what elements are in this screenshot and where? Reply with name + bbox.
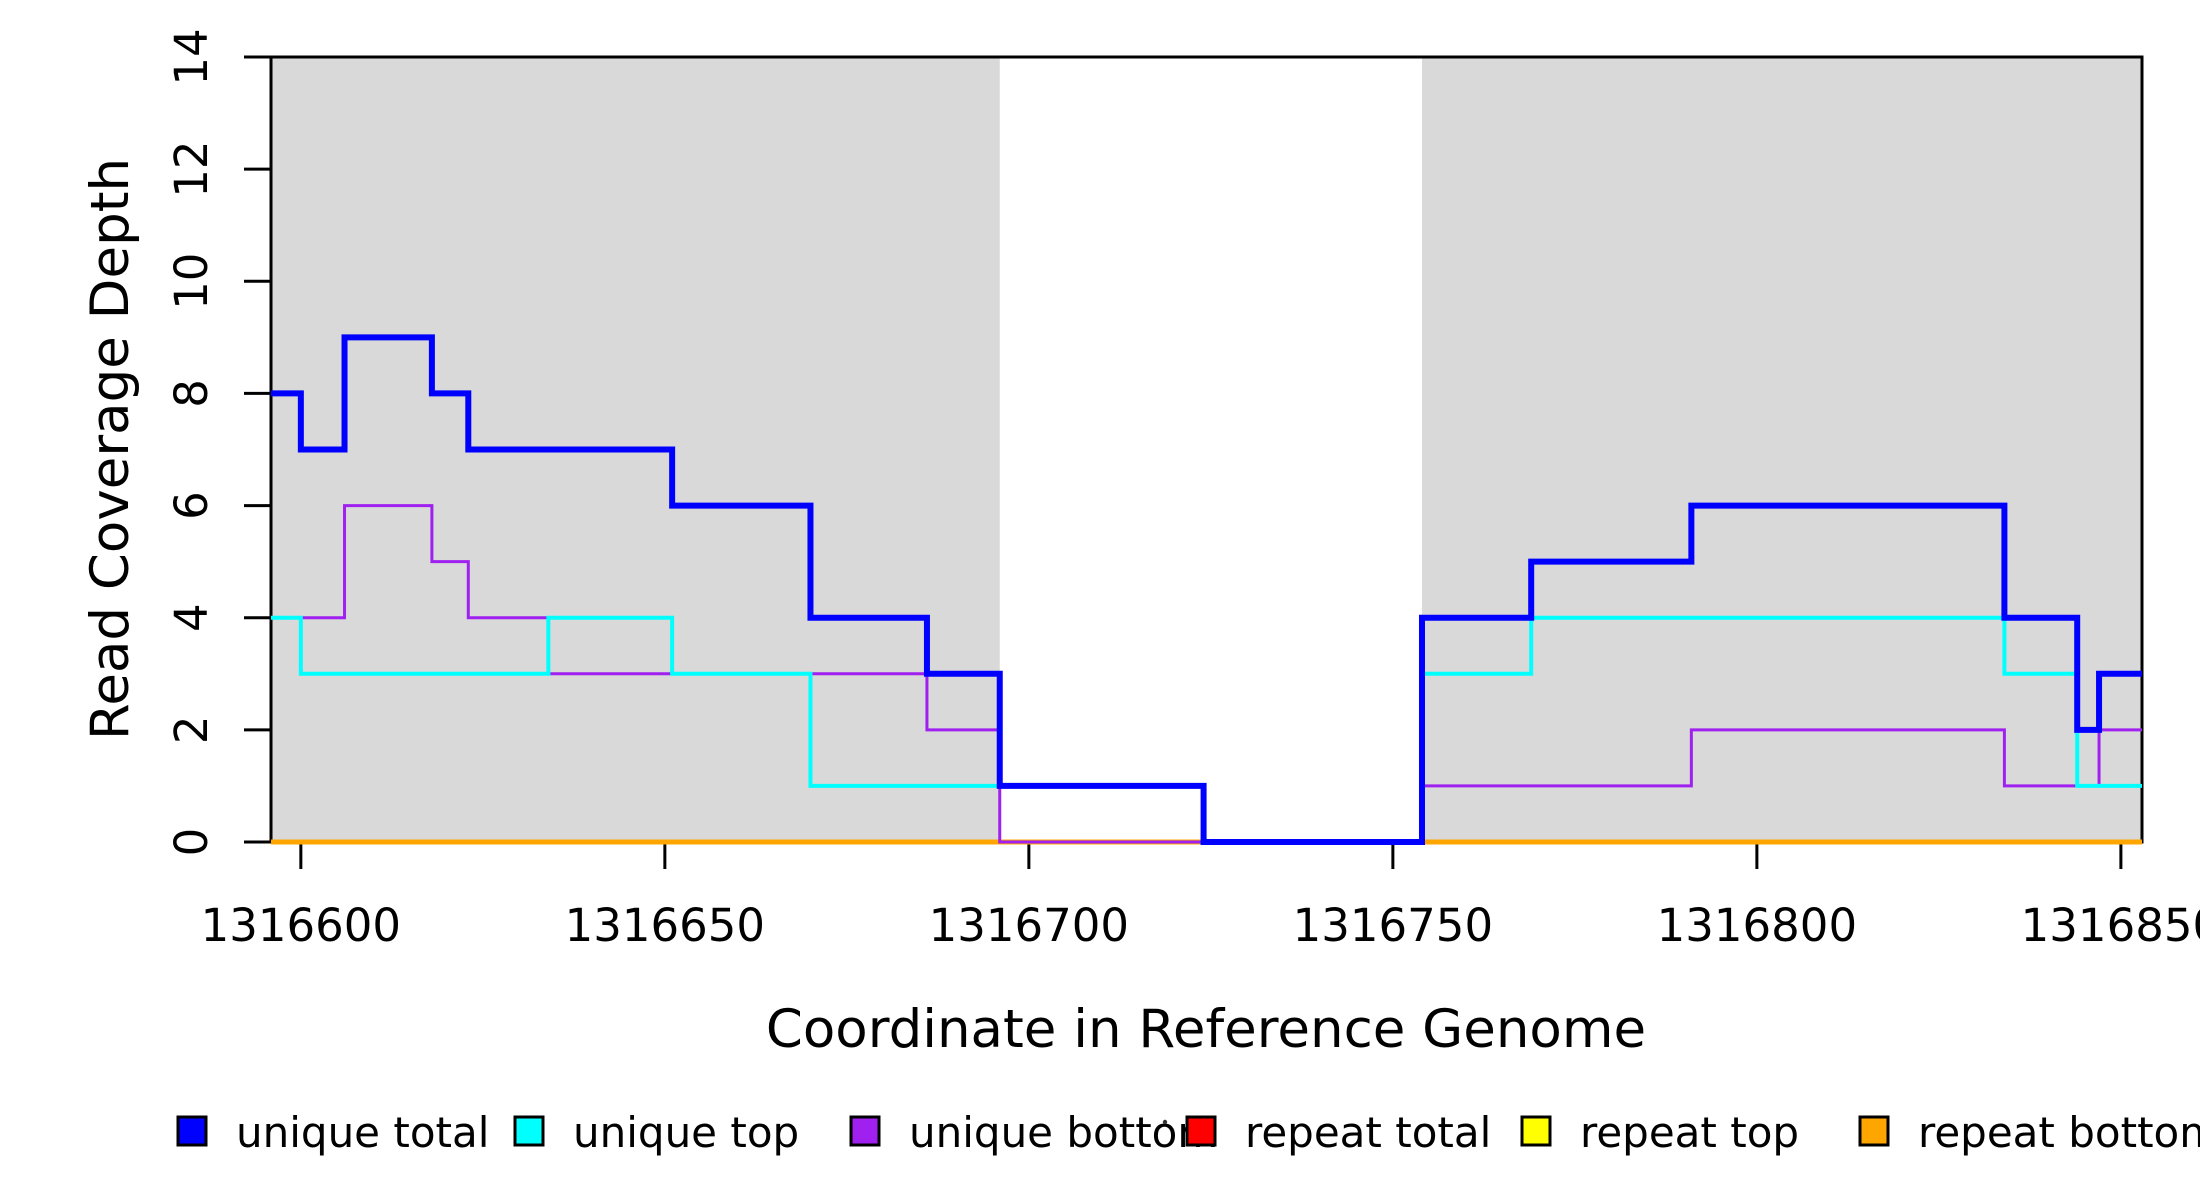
legend-swatch-unique-top [513,1115,545,1147]
y-tick-label: 6 [165,491,218,520]
y-tick-label: 4 [165,603,218,632]
x-tick-label: 1316800 [1657,899,1857,952]
x-tick-label: 1316600 [201,899,401,952]
axis-ticks-group [244,55,2123,869]
y-tick-label: 14 [165,28,218,85]
y-tick-label: 0 [165,828,218,857]
stray-dot [1162,1119,1168,1125]
legend-label-unique-total: unique total [236,1108,489,1157]
gray-band-right [1421,57,2142,842]
legend-label-unique-bottom: unique bottom [909,1108,1218,1157]
legend-label-repeat-top: repeat top [1580,1108,1799,1157]
x-axis-title: Coordinate in Reference Genome [766,999,1646,1060]
shaded-regions-group [271,57,2142,842]
y-axis-title: Read Coverage Depth [80,158,141,740]
x-tick-label: 1316750 [1293,899,1493,952]
legend-label-repeat-bottom: repeat bottom [1918,1108,2200,1157]
legend-swatch-unique-bottom [849,1115,881,1147]
x-tick-label: 1316650 [565,899,765,952]
legend: unique total unique top unique bottom repea… [176,1108,2200,1157]
legend-swatch-repeat-total [1185,1115,1217,1147]
series-line-unique-total [271,334,2142,845]
x-tick-label: 1316700 [929,899,1129,952]
legend-swatch-repeat-bottom [1858,1115,1890,1147]
legend-label-repeat-total: repeat total [1245,1108,1491,1157]
y-tick-label: 2 [165,716,218,745]
series-lines-group [271,334,2142,845]
series-line-unique-bottom [271,504,2142,844]
axis-tick-labels-group: 1316600 1316650 1316700 1316750 1316800 13168… [165,28,2200,952]
legend-swatch-repeat-top [1520,1115,1552,1147]
legend-swatch-unique-total [176,1115,208,1147]
y-tick-label: 12 [165,141,218,198]
y-tick-label: 10 [165,253,218,310]
y-tick-label: 8 [165,379,218,408]
legend-label-unique-top: unique top [573,1108,799,1157]
